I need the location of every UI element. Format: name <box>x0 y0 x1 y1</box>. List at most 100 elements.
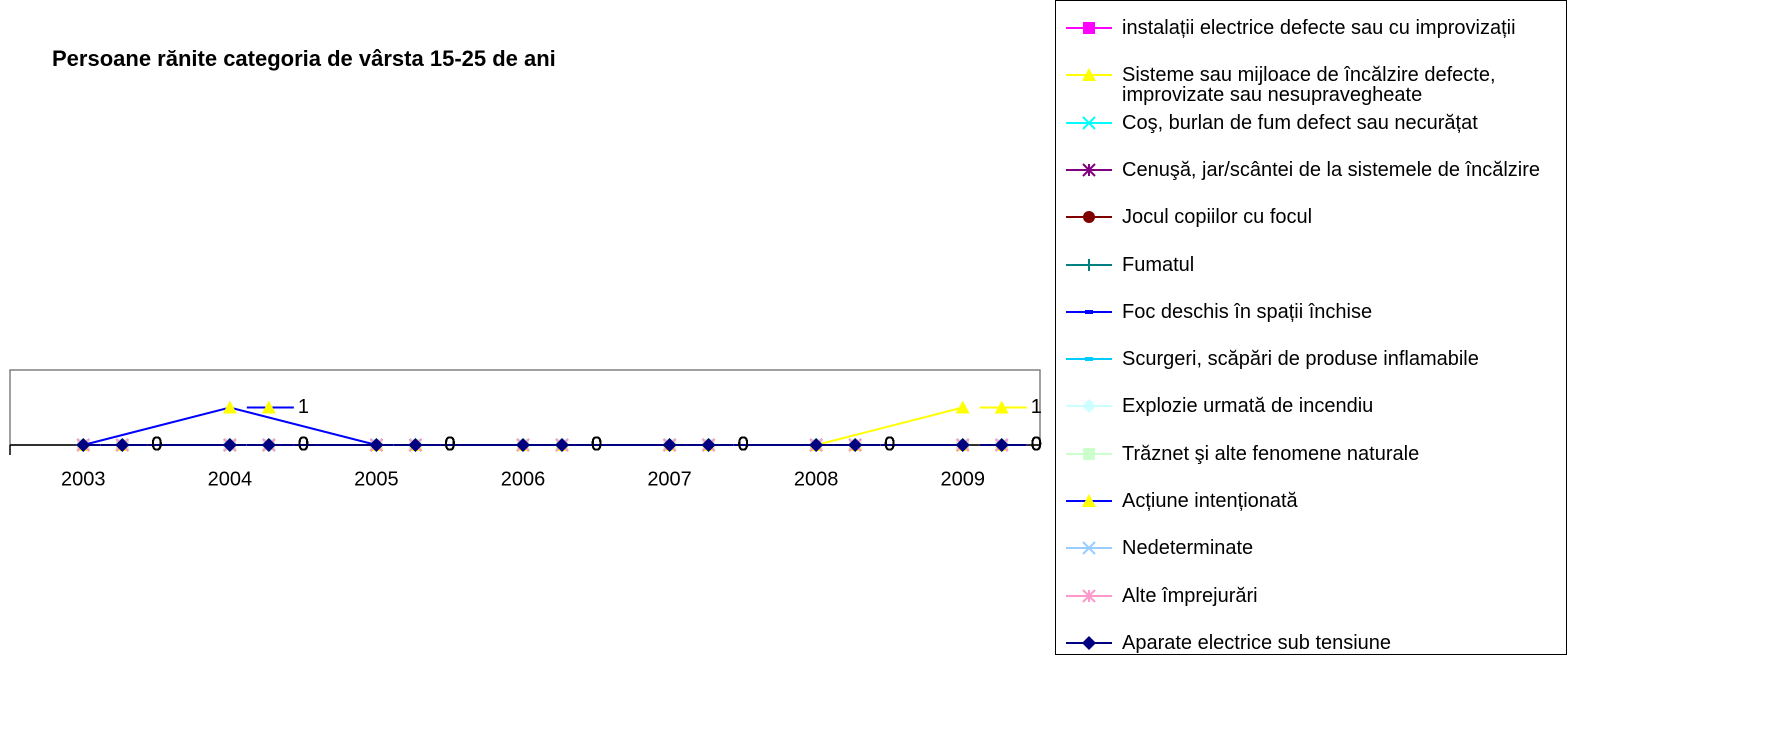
data-label: 0 <box>884 433 895 455</box>
data-label: 0 <box>298 433 309 455</box>
data-label: 0 <box>444 433 455 455</box>
data-label: 0 <box>298 433 309 455</box>
data-label: 0 <box>1031 433 1042 455</box>
data-label: 0 <box>591 433 602 455</box>
data-label: 0 <box>151 433 162 455</box>
data-label: 0 <box>298 433 309 455</box>
data-label: 0 <box>151 433 162 455</box>
data-label: 0 <box>738 433 749 455</box>
marker <box>555 438 569 452</box>
data-label: 0 <box>151 433 162 455</box>
legend-label: Alte împrejurări <box>1122 584 1258 607</box>
legend-key <box>1066 163 1112 177</box>
data-label: 0 <box>1031 433 1042 455</box>
marker <box>115 438 130 452</box>
legend-key <box>1066 399 1112 414</box>
legend-label: Acțiune intenționată <box>1122 490 1298 512</box>
data-label: 1 <box>298 396 309 418</box>
marker <box>408 438 423 452</box>
data-label: 0 <box>1031 433 1042 455</box>
marker <box>1083 258 1095 271</box>
data-label: 0 <box>884 433 895 455</box>
data-label: 0 <box>884 433 895 455</box>
marker <box>1083 211 1095 224</box>
data-label: 0 <box>738 433 749 455</box>
x-tick-label: 2003 <box>61 468 106 490</box>
data-label: 0 <box>1031 433 1042 455</box>
data-label: 0 <box>591 433 602 455</box>
data-label: 0 <box>151 433 162 455</box>
data-label: 0 <box>1031 433 1042 455</box>
data-label: 0 <box>151 433 162 455</box>
data-label: 0 <box>151 433 162 455</box>
data-label: 0 <box>1031 433 1042 455</box>
legend-key <box>1066 22 1112 34</box>
data-label: 0 <box>591 433 602 455</box>
data-label: 0 <box>591 433 602 455</box>
marker <box>994 400 1009 414</box>
legend-label: instalații electrice defecte sau cu impr… <box>1122 17 1516 39</box>
x-tick-label: 2007 <box>647 468 692 490</box>
data-label: 0 <box>591 433 602 455</box>
data-label: 0 <box>738 433 749 455</box>
data-label: 0 <box>298 433 309 455</box>
data-label: 0 <box>591 433 602 455</box>
marker <box>261 438 276 452</box>
marker <box>848 438 863 452</box>
data-label: 0 <box>298 433 309 455</box>
data-label: 0 <box>884 433 895 455</box>
legend-label: Explozie urmată de incendiu <box>1122 395 1374 418</box>
legend-key <box>1066 211 1112 224</box>
legend-label: Aparate electrice sub tensiune <box>1122 631 1392 654</box>
legend-label: Trăznet şi alte fenomene naturale <box>1122 442 1420 465</box>
data-label: 0 <box>444 433 455 455</box>
x-tick-label: 2009 <box>940 468 985 490</box>
legend-label: Nedeterminate <box>1122 537 1254 560</box>
data-label: 0 <box>738 433 749 455</box>
data-label: 0 <box>738 433 749 455</box>
data-label: 0 <box>591 433 602 455</box>
marker <box>994 438 1009 452</box>
data-label: 0 <box>444 433 455 455</box>
data-label: 0 <box>884 433 895 455</box>
data-label: 0 <box>444 433 455 455</box>
data-label: 0 <box>884 433 895 455</box>
marker <box>261 400 276 414</box>
data-label: 0 <box>884 433 895 455</box>
data-label: 0 <box>151 433 162 455</box>
data-label: 0 <box>884 433 895 455</box>
data-label: 0 <box>591 433 602 455</box>
data-label: 0 <box>444 433 455 455</box>
legend-key <box>1066 309 1112 314</box>
marker <box>222 438 237 452</box>
marker <box>1083 22 1095 34</box>
legend-key <box>1066 635 1112 650</box>
data-label: 0 <box>1031 433 1042 455</box>
legend-key <box>1066 494 1112 507</box>
marker <box>809 438 824 452</box>
marker <box>76 438 91 452</box>
data-label: 0 <box>884 433 895 455</box>
data-label: 0 <box>884 433 895 455</box>
data-label: 0 <box>738 433 749 455</box>
legend-label: Scurgeri, scăpări de produse inflamabile <box>1122 348 1479 371</box>
legend-label: Coş, burlan de fum defect sau necurățat <box>1122 111 1478 134</box>
marker <box>1085 357 1093 362</box>
data-label: 0 <box>151 433 162 455</box>
data-label: 0 <box>298 433 309 455</box>
legend: instalații electrice defecte sau cu impr… <box>1055 0 1567 655</box>
data-label: 0 <box>591 433 602 455</box>
data-label: 0 <box>151 433 162 455</box>
data-label: 0 <box>298 433 309 455</box>
data-label: 0 <box>151 433 162 455</box>
data-label: 0 <box>591 433 602 455</box>
data-label: 0 <box>444 433 455 455</box>
legend-key <box>1066 68 1112 82</box>
data-label: 0 <box>591 433 602 455</box>
data-label: 0 <box>151 433 162 455</box>
data-label: 0 <box>1031 433 1042 455</box>
data-label: 0 <box>591 433 602 455</box>
legend-key <box>1066 447 1112 460</box>
x-tick-label: 2006 <box>501 468 546 490</box>
